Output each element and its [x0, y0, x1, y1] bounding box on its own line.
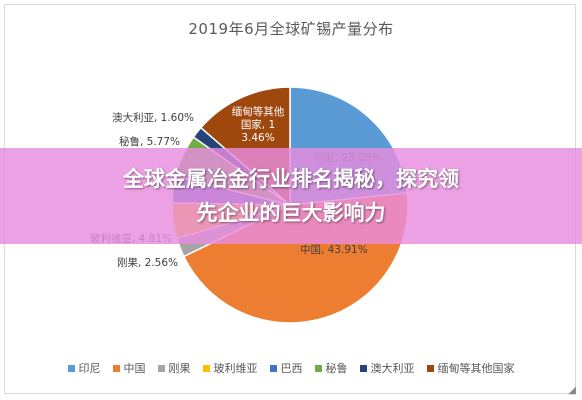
data-label-2: 中国, 43.91%	[300, 243, 368, 256]
legend-label: 缅甸等其他国家	[437, 362, 515, 375]
legend-item-3: 刚果	[157, 360, 191, 376]
banner-headline: 全球金属冶金行业排名揭秘，探究领 先企业的巨大影响力	[0, 162, 582, 230]
legend-label: 中国	[123, 362, 146, 375]
legend-item-8: 缅甸等其他国家	[426, 360, 515, 376]
chart-title: 2019年6月全球矿锡产量分布	[188, 20, 394, 38]
legend-swatch	[269, 364, 277, 372]
overlay-banner	[0, 148, 582, 244]
legend-label: 秘鲁	[325, 362, 348, 375]
legend-item-1: 印尼	[67, 360, 101, 376]
legend-swatch	[314, 364, 322, 372]
data-label-3: 刚果, 2.56%	[117, 257, 178, 269]
legend-swatch	[67, 364, 75, 372]
legend-item-6: 秘鲁	[314, 360, 348, 376]
legend-swatch	[359, 364, 367, 372]
legend-label: 玻利维亚	[213, 362, 258, 375]
resize-icon: ◢	[568, 385, 576, 396]
legend-item-4: 玻利维亚	[202, 360, 258, 376]
banner-line-1: 全球金属冶金行业排名揭秘，探究领	[123, 167, 459, 191]
legend-item-7: 澳大利亚	[359, 360, 415, 376]
chart-legend: 印尼 中国 刚果 玻利维亚 巴西 秘鲁 澳大利亚 缅甸等其他国家	[0, 360, 582, 376]
legend-item-2: 中国	[112, 360, 146, 376]
legend-label: 巴西	[280, 362, 303, 375]
legend-label: 刚果	[168, 362, 191, 375]
legend-label: 印尼	[78, 362, 101, 375]
legend-swatch	[112, 364, 120, 372]
legend-label: 澳大利亚	[370, 362, 415, 375]
data-label-8: 缅甸等其他国家, 1 3.46%	[232, 105, 285, 144]
legend-item-5: 巴西	[269, 360, 303, 376]
banner-line-2: 先企业的巨大影响力	[196, 201, 386, 225]
legend-swatch	[202, 364, 210, 372]
data-label-7: 澳大利亚, 1.60%	[112, 111, 194, 124]
legend-swatch	[426, 364, 434, 372]
data-label-6: 秘鲁, 5.77%	[119, 135, 180, 148]
legend-swatch	[157, 364, 165, 372]
